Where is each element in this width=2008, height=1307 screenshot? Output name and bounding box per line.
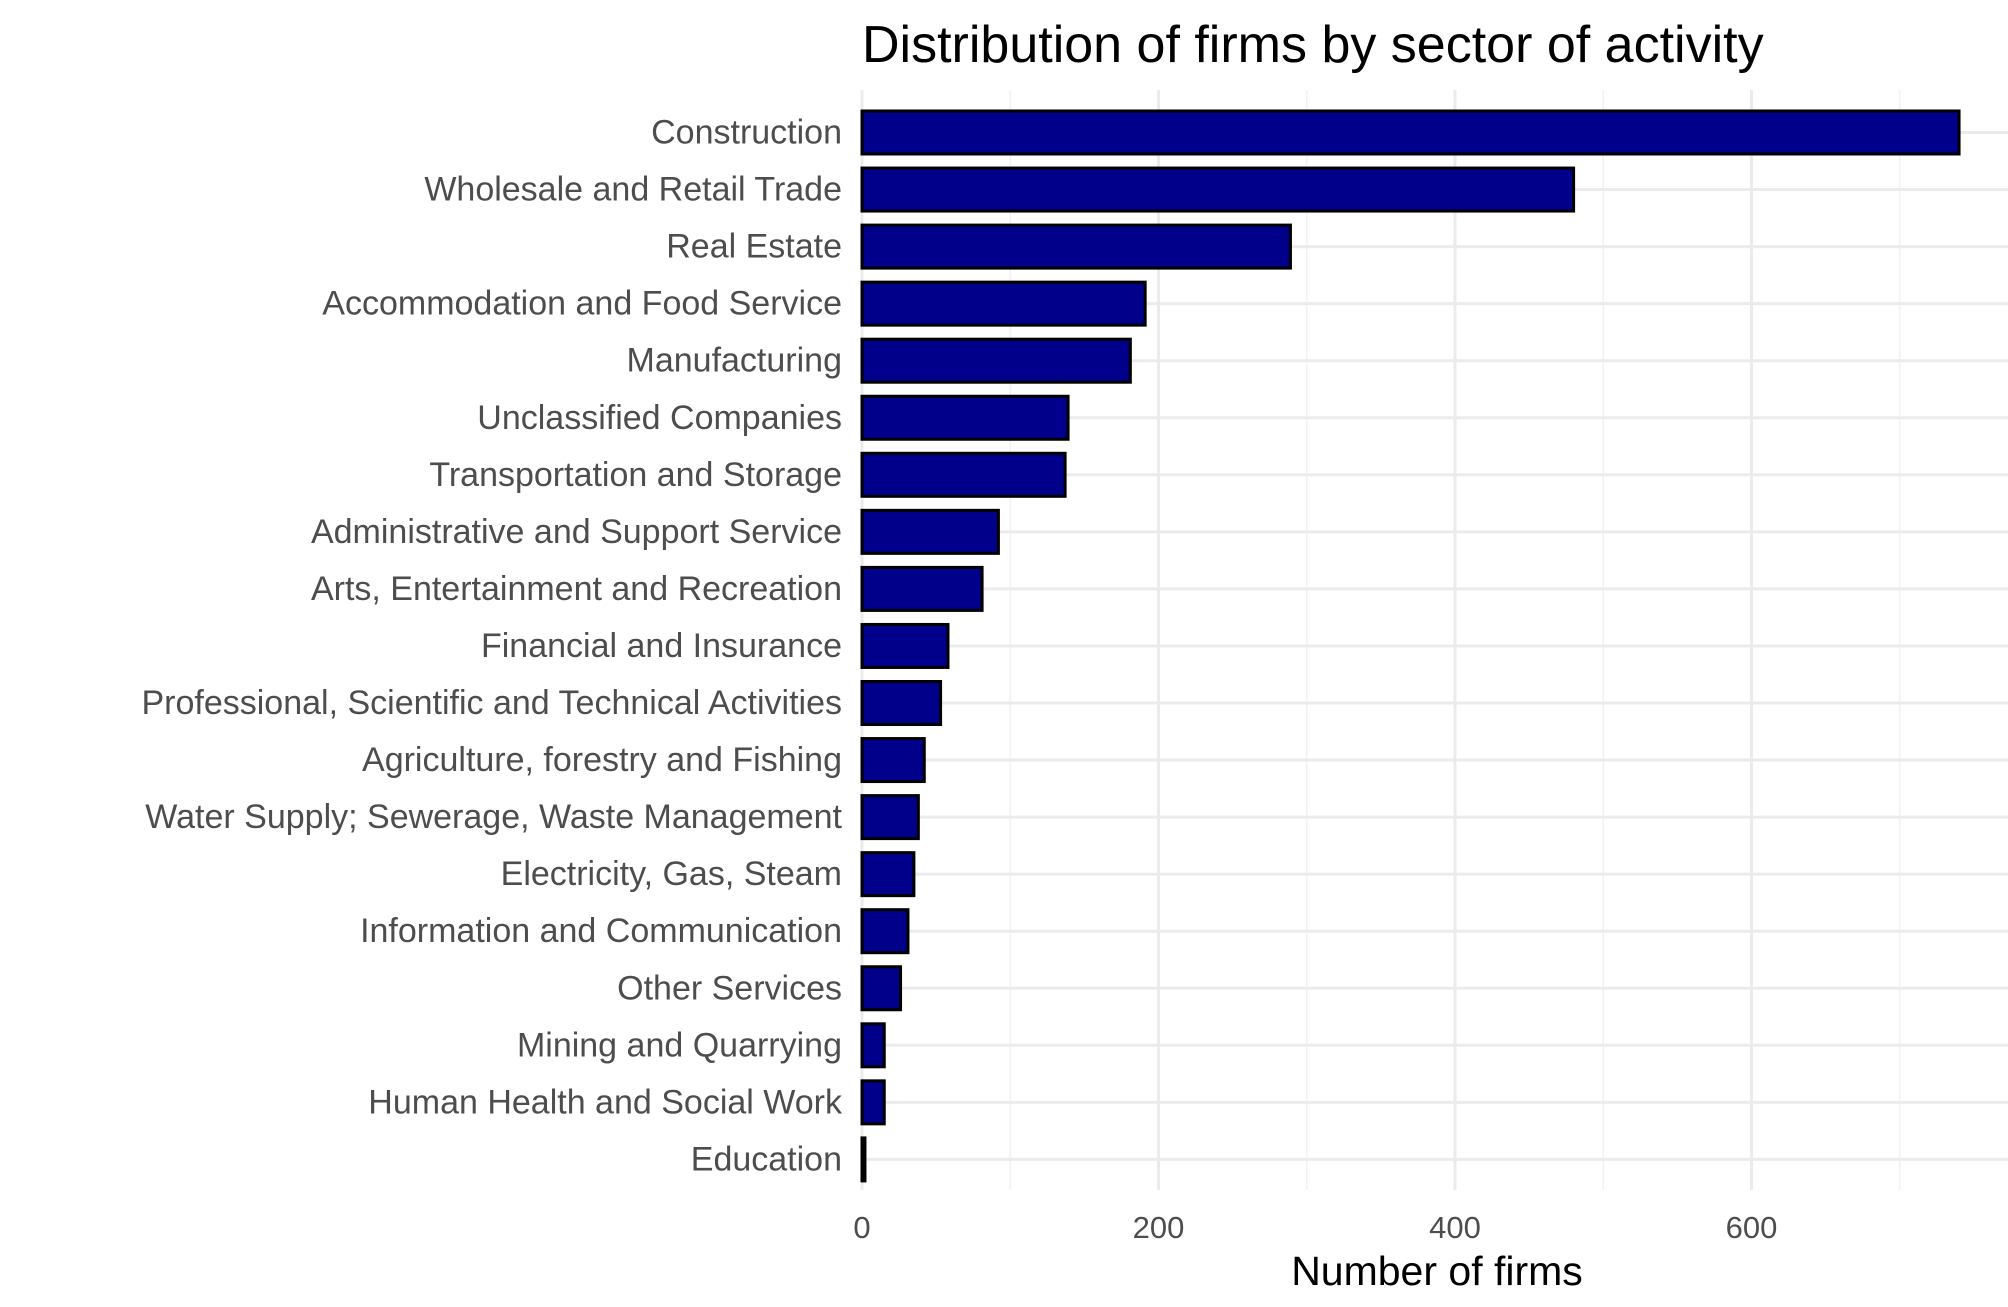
x-axis-title: Number of firms — [1291, 1248, 1583, 1294]
category-label: Arts, Entertainment and Recreation — [311, 570, 842, 608]
bars — [860, 109, 1961, 1183]
bar — [860, 166, 1576, 213]
category-label: Human Health and Social Work — [368, 1083, 843, 1121]
category-label: Accommodation and Food Service — [322, 285, 842, 323]
category-label: Transportation and Storage — [429, 456, 842, 494]
category-label: Manufacturing — [627, 342, 842, 380]
category-label: Water Supply; Sewerage, Waste Management — [145, 798, 842, 836]
bar — [860, 737, 926, 784]
bar — [860, 794, 920, 841]
bar — [860, 508, 1000, 555]
category-label: Other Services — [617, 969, 842, 1007]
bar — [860, 109, 1961, 156]
bar — [860, 565, 984, 612]
x-tick-label: 600 — [1726, 1210, 1778, 1245]
category-label: Financial and Insurance — [481, 627, 842, 665]
bar — [860, 337, 1132, 384]
category-label: Unclassified Companies — [477, 399, 842, 437]
x-axis-ticks: 0 200 400 600 — [853, 1210, 1777, 1245]
category-label: Construction — [651, 114, 842, 152]
category-label: Wholesale and Retail Trade — [424, 171, 842, 209]
category-label: Information and Communication — [360, 912, 842, 950]
bar — [860, 965, 903, 1012]
bar — [860, 851, 916, 898]
bar — [860, 1022, 886, 1069]
bar — [860, 1136, 867, 1183]
category-label: Professional, Scientific and Technical A… — [141, 684, 842, 722]
category-label: Electricity, Gas, Steam — [501, 855, 842, 893]
category-label: Administrative and Support Service — [311, 513, 842, 551]
bar — [860, 280, 1147, 327]
bar — [860, 908, 910, 955]
bar — [860, 394, 1070, 441]
bar — [860, 223, 1292, 270]
category-label: Mining and Quarrying — [517, 1026, 842, 1064]
category-labels: Construction Wholesale and Retail Trade Re… — [141, 114, 843, 1179]
category-label: Education — [691, 1140, 842, 1178]
x-tick-label: 400 — [1429, 1210, 1481, 1245]
bar — [860, 622, 950, 669]
bar — [860, 1079, 886, 1126]
category-label: Agriculture, forestry and Fishing — [362, 741, 842, 779]
chart-title: Distribution of firms by sector of activ… — [862, 16, 1764, 74]
category-label: Real Estate — [666, 228, 842, 266]
x-tick-label: 0 — [853, 1210, 870, 1245]
x-tick-label: 200 — [1133, 1210, 1185, 1245]
bar — [860, 451, 1067, 498]
bar — [860, 680, 943, 726]
